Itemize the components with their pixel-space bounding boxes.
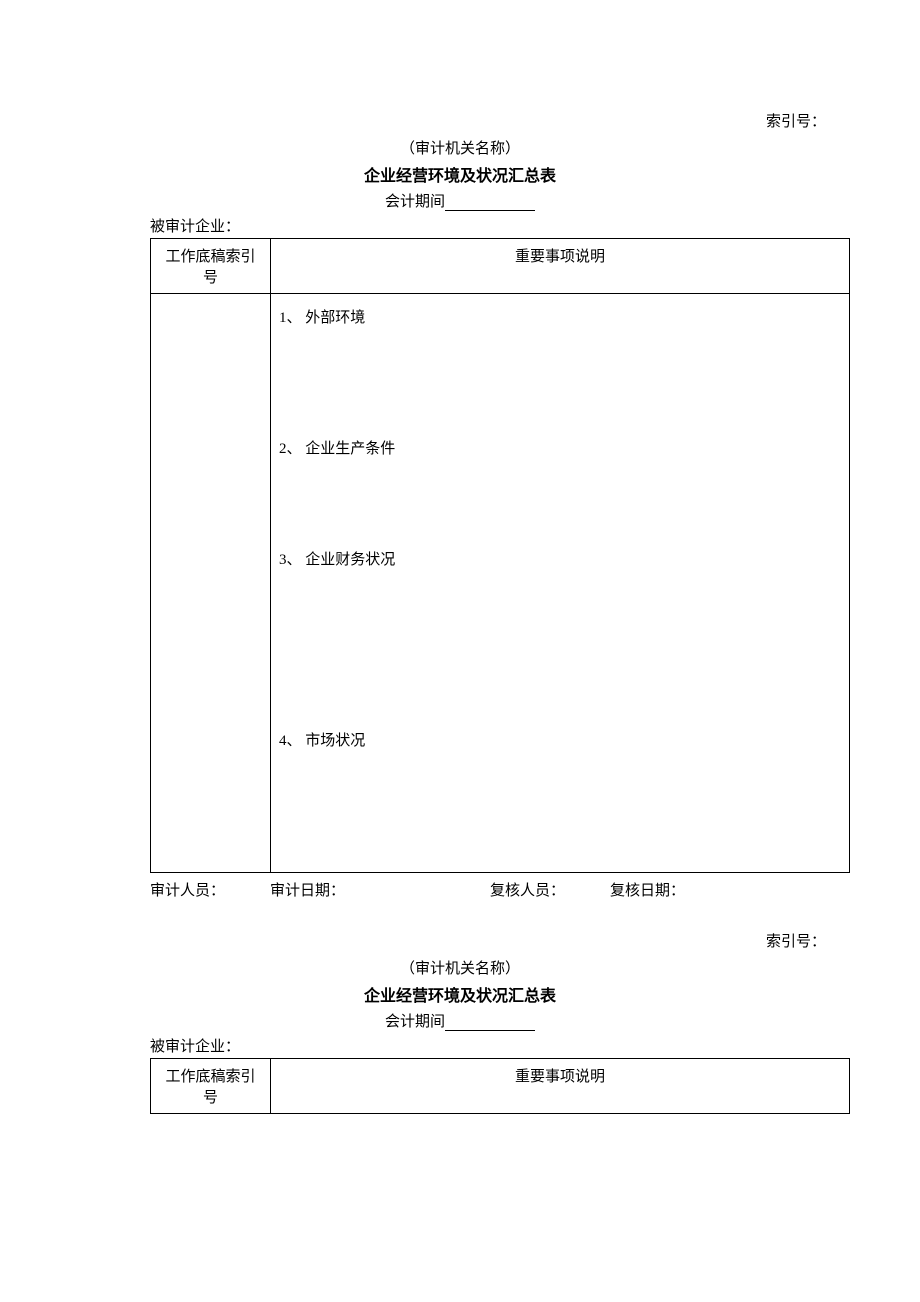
col-header-index-2-line1: 工作底稿索引 bbox=[159, 1065, 262, 1086]
item-1-text: 外部环境 bbox=[305, 310, 365, 326]
content-cell-desc: 1、 外部环境 2、 企业生产条件 3、 企业财务状况 4、 市场状况 bbox=[271, 294, 850, 873]
period-underline-2 bbox=[445, 1017, 535, 1031]
agency-name-2: （审计机关名称） bbox=[150, 957, 770, 978]
index-label-2: 索引号： bbox=[766, 934, 826, 950]
form-block-1: 索引号： （审计机关名称） 企业经营环境及状况汇总表 会计期间 被审计企业： 工… bbox=[150, 110, 770, 900]
reviewer-label: 复核人员： bbox=[490, 879, 610, 900]
form-block-2: 索引号： （审计机关名称） 企业经营环境及状况汇总表 会计期间 被审计企业： 工… bbox=[150, 930, 770, 1114]
column-header-desc: 重要事项说明 bbox=[271, 239, 850, 294]
table-header-row-2: 工作底稿索引 号 重要事项说明 bbox=[151, 1059, 850, 1114]
item-1-num: 1、 bbox=[279, 310, 302, 326]
summary-table-1: 工作底稿索引 号 重要事项说明 1、 外部环境 2、 企业生产条件 3、 企业财… bbox=[150, 238, 850, 873]
accounting-period-label: 会计期间 bbox=[385, 194, 445, 210]
column-header-index-2: 工作底稿索引 号 bbox=[151, 1059, 271, 1114]
column-header-desc-2: 重要事项说明 bbox=[271, 1059, 850, 1114]
audited-enterprise-label: 被审计企业： bbox=[150, 215, 770, 236]
accounting-period-line: 会计期间 bbox=[150, 190, 770, 211]
form-title-2: 企业经营环境及状况汇总表 bbox=[150, 982, 770, 1006]
col-header-index-line2: 号 bbox=[159, 266, 262, 287]
auditor-label: 审计人员： bbox=[150, 879, 270, 900]
col-header-index-line1: 工作底稿索引 bbox=[159, 245, 262, 266]
item-4-num: 4、 bbox=[279, 733, 302, 749]
item-3-num: 3、 bbox=[279, 552, 302, 568]
agency-name: （审计机关名称） bbox=[150, 137, 770, 158]
form-title: 企业经营环境及状况汇总表 bbox=[150, 162, 770, 186]
content-cell-index bbox=[151, 294, 271, 873]
period-underline bbox=[445, 197, 535, 211]
item-4: 4、 市场状况 bbox=[279, 729, 841, 750]
index-number-line: 索引号： bbox=[150, 110, 826, 131]
summary-table-2: 工作底稿索引 号 重要事项说明 bbox=[150, 1058, 850, 1114]
col-header-index-2-line2: 号 bbox=[159, 1086, 262, 1107]
column-header-index: 工作底稿索引 号 bbox=[151, 239, 271, 294]
accounting-period-label-2: 会计期间 bbox=[385, 1014, 445, 1030]
item-3: 3、 企业财务状况 bbox=[279, 548, 841, 569]
audited-enterprise-label-2: 被审计企业： bbox=[150, 1035, 770, 1056]
item-2-text: 企业生产条件 bbox=[305, 441, 395, 457]
item-4-text: 市场状况 bbox=[305, 733, 365, 749]
review-date-label: 复核日期： bbox=[610, 879, 850, 900]
item-2: 2、 企业生产条件 bbox=[279, 437, 841, 458]
item-2-num: 2、 bbox=[279, 441, 302, 457]
audit-date-label: 审计日期： bbox=[270, 879, 490, 900]
index-label: 索引号： bbox=[766, 114, 826, 130]
index-number-line-2: 索引号： bbox=[150, 930, 826, 951]
item-3-text: 企业财务状况 bbox=[305, 552, 395, 568]
table-header-row: 工作底稿索引 号 重要事项说明 bbox=[151, 239, 850, 294]
table-content-row: 1、 外部环境 2、 企业生产条件 3、 企业财务状况 4、 市场状况 bbox=[151, 294, 850, 873]
accounting-period-line-2: 会计期间 bbox=[150, 1010, 770, 1031]
signature-row: 审计人员： 审计日期： 复核人员： 复核日期： bbox=[150, 879, 850, 900]
item-1: 1、 外部环境 bbox=[279, 306, 841, 327]
